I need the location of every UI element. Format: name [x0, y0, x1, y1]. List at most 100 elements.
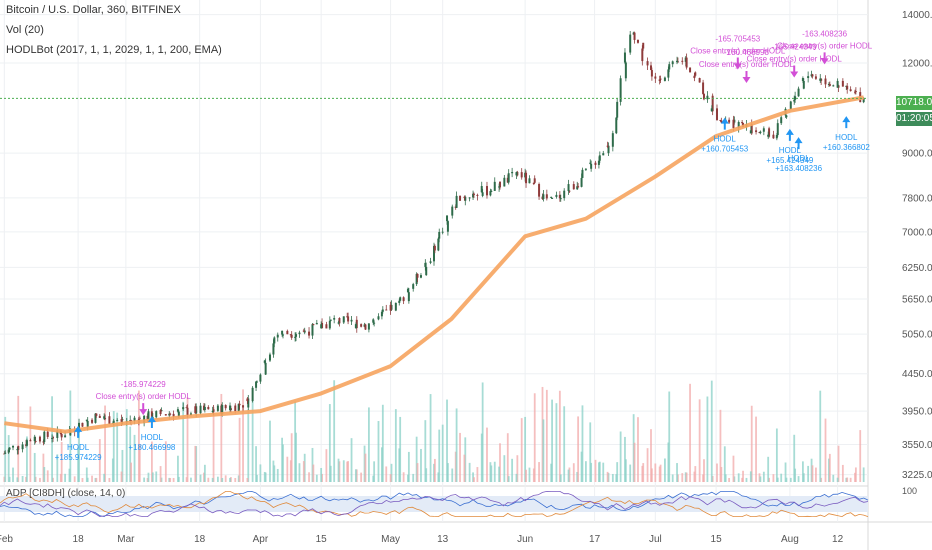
volume-bar	[542, 419, 545, 482]
candle-body	[116, 420, 119, 422]
chart-title: Bitcoin / U.S. Dollar, 360, BITFINEX	[6, 4, 181, 16]
candle-body	[801, 78, 804, 81]
close-arrow-icon	[742, 71, 751, 84]
volume-bar	[849, 477, 852, 482]
candle-body	[264, 362, 267, 375]
close-arrow-icon	[733, 57, 742, 70]
candle-body	[373, 322, 376, 324]
candle-body	[246, 398, 249, 402]
candle-body	[255, 381, 258, 388]
candle-body	[155, 411, 158, 418]
candle-body	[602, 153, 605, 156]
close-signal-label: Close entry(s) order HODL	[777, 41, 873, 50]
volume-bar	[572, 463, 575, 482]
x-tick-label: Jun	[517, 534, 533, 545]
candle-body	[568, 190, 571, 192]
volume-bar	[56, 454, 59, 482]
candle-body	[186, 407, 189, 416]
candle-body	[212, 409, 215, 412]
volume-bar	[381, 447, 383, 482]
volume-bar	[147, 472, 150, 482]
volume-bar	[112, 411, 115, 482]
volume-bar	[129, 426, 132, 482]
volume-bar	[190, 477, 192, 482]
candle-body	[451, 206, 454, 216]
y-tick-label: 6250.0	[902, 263, 932, 274]
close-arrow-icon	[790, 65, 799, 78]
candle-body	[437, 238, 440, 251]
volume-bar	[455, 408, 458, 482]
candle-body	[211, 410, 214, 412]
candle-body	[459, 195, 462, 201]
candle-body	[710, 108, 713, 112]
candle-body	[667, 69, 670, 78]
x-tick-label: 15	[711, 534, 723, 545]
volume-bar	[577, 416, 580, 482]
volume-bar	[476, 467, 479, 482]
candle-body	[216, 405, 219, 411]
last-price-badge: 10718.0	[896, 96, 932, 110]
volume-bar	[472, 472, 474, 482]
volume-bar	[350, 438, 353, 482]
volume-bar	[810, 458, 813, 482]
volume-bar	[841, 464, 844, 482]
x-tick-label: 15	[316, 534, 328, 545]
candle-body	[360, 324, 363, 327]
oscillator-label[interactable]: ADP [CI8DH] (close, 14, 0)	[6, 488, 126, 499]
volume-bar	[862, 467, 865, 482]
volume-bar	[685, 472, 688, 482]
ema-200-line	[4, 95, 865, 434]
close-signal-value: -165.705453	[715, 35, 760, 44]
volume-bar	[559, 474, 562, 482]
candle-body	[446, 221, 449, 232]
volume-bar	[438, 429, 441, 482]
volume-bar	[372, 475, 375, 482]
candle-body	[681, 60, 684, 62]
candle-body	[194, 406, 197, 414]
volume-bar	[46, 470, 49, 482]
x-tick-label: 12	[832, 534, 844, 545]
volume-bar	[259, 464, 262, 482]
volume-bar	[524, 416, 527, 482]
candle-body	[315, 322, 318, 325]
volume-bar	[650, 429, 652, 482]
candle-body	[489, 191, 492, 196]
volume-bar	[784, 462, 787, 482]
volume-bar	[69, 390, 72, 482]
candle-body	[377, 316, 380, 320]
candle-body	[81, 422, 84, 427]
volume-bar	[73, 476, 76, 482]
volume-bar	[273, 465, 276, 482]
candle-body	[671, 61, 674, 65]
candle-body	[485, 186, 488, 196]
volume-bar	[17, 395, 20, 482]
candle-body	[130, 420, 133, 422]
x-tick-label: 17	[589, 534, 601, 545]
volume-bar	[463, 454, 466, 482]
volume-bar	[742, 470, 744, 482]
close-signal-label: Close entry(s) order HODL	[699, 60, 795, 69]
x-tick-label: Feb	[0, 534, 13, 545]
volume-bar	[693, 471, 696, 482]
volume-bar	[538, 462, 540, 482]
volume-indicator-label[interactable]: Vol (20)	[6, 24, 44, 36]
volume-bar	[315, 474, 318, 482]
volume-bar	[815, 467, 817, 482]
candle-body	[385, 309, 388, 311]
candle-body	[633, 32, 636, 40]
candle-body	[572, 184, 575, 190]
volume-bar	[854, 472, 856, 482]
candle-body	[177, 411, 180, 417]
volume-bar	[39, 477, 41, 482]
buy-arrow-icon	[842, 116, 851, 129]
strategy-indicator-label[interactable]: HODLBot (2017, 1, 1, 2029, 1, 1, 200, EM…	[6, 44, 222, 56]
candle-body	[455, 195, 458, 208]
candle-body	[354, 324, 357, 329]
x-tick-label: Aug	[781, 534, 799, 545]
volume-bar	[794, 468, 797, 482]
volume-bar	[238, 417, 241, 482]
candle-body	[43, 431, 46, 443]
volume-bar	[385, 466, 388, 482]
